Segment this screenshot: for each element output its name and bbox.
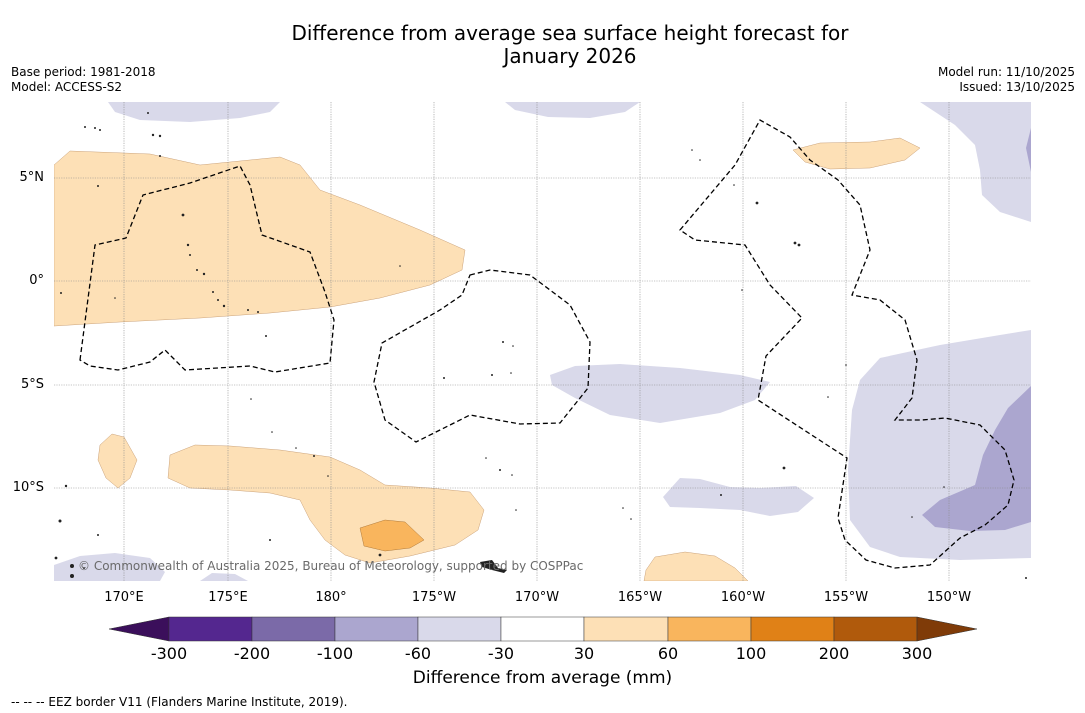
model-name: Model: ACCESS-S2 (11, 80, 123, 94)
base-period: Base period: 1981-2018 (11, 65, 156, 79)
model-run: Model run: 11/10/2025 (937, 65, 1075, 79)
chart-title-line2: January 2026 (503, 44, 637, 68)
colorbar-label: 300 (901, 644, 933, 663)
negative-anomaly-right-core (1026, 128, 1031, 172)
eez-borders (79, 119, 1015, 569)
colorbar-label: -100 (316, 644, 354, 663)
lon-label: 165°W (617, 590, 663, 605)
colorbar-swatch (833, 616, 918, 642)
lon-label: 170°W (514, 590, 560, 605)
chart-title: Difference from average sea surface heig… (0, 22, 1085, 68)
lat-label: 5°N (19, 170, 45, 185)
colorbar-swatch (500, 616, 585, 642)
colorbar-swatch (251, 616, 336, 642)
negative-anomaly-top-mid (505, 102, 640, 118)
colorbar-label: -60 (404, 644, 432, 663)
colorbar-swatch (750, 616, 835, 642)
colorbar-label: -30 (487, 644, 515, 663)
lon-label: 170°E (104, 590, 144, 605)
negative-anomaly-top-right (920, 102, 1031, 222)
colorbar-label: -200 (233, 644, 271, 663)
negative-anomaly-south (663, 478, 814, 516)
colorbar-swatch (667, 616, 752, 642)
colorbar-title: Difference from average (mm) (412, 668, 673, 688)
colorbar (108, 616, 978, 642)
negative-anomaly-bottom-left2 (200, 573, 248, 581)
lon-label: 175°E (208, 590, 248, 605)
positive-anomaly-north (54, 150, 466, 327)
lon-label: 175°W (411, 590, 457, 605)
lat-label: 10°S (12, 480, 44, 495)
eez-footnote: -- -- -- EEZ border V11 (Flanders Marine… (11, 695, 348, 709)
negative-anomaly-top-left (108, 102, 280, 122)
lat-label: 5°S (20, 377, 44, 392)
gridlines (54, 102, 1031, 581)
positive-anomaly-south (167, 444, 485, 564)
negative-anomaly-east-core (922, 386, 1031, 531)
map-credit: © Commonwealth of Australia 2025, Bureau… (78, 559, 584, 573)
positive-anomaly-ne (792, 137, 921, 170)
meta-right: Model run: 11/10/2025 Issued: 13/10/2025 (938, 65, 1075, 95)
colorbar-swatch (583, 616, 669, 642)
meta-left: Base period: 1981-2018 Model: ACCESS-S2 (11, 65, 156, 95)
chart-title-line1: Difference from average sea surface heig… (291, 21, 849, 45)
colorbar-label: 200 (818, 644, 850, 663)
colorbar-arrow-right (916, 616, 978, 642)
colorbar-label: 30 (573, 644, 595, 663)
lon-label: 150°W (926, 590, 972, 605)
lon-label: 160°W (720, 590, 766, 605)
negative-anomaly-central (550, 364, 770, 423)
colorbar-label: 60 (657, 644, 679, 663)
colorbar-swatch (168, 616, 253, 642)
negative-anomaly-bottom-left (54, 553, 165, 581)
positive-anomaly-core (359, 519, 425, 552)
positive-anomaly-small (97, 433, 138, 489)
lon-label: 155°W (823, 590, 869, 605)
issued-date: Issued: 13/10/2025 (959, 80, 1075, 94)
islands (54, 112, 1027, 579)
map-field (54, 102, 1031, 581)
lat-label: 0° (29, 273, 44, 288)
colorbar-arrow-left (108, 616, 170, 642)
colorbar-swatch (334, 616, 419, 642)
positive-anomaly-bottom (643, 551, 749, 581)
colorbar-label: 100 (735, 644, 767, 663)
lon-label: 180° (315, 590, 347, 605)
colorbar-swatch (417, 616, 502, 642)
colorbar-label: -300 (150, 644, 188, 663)
